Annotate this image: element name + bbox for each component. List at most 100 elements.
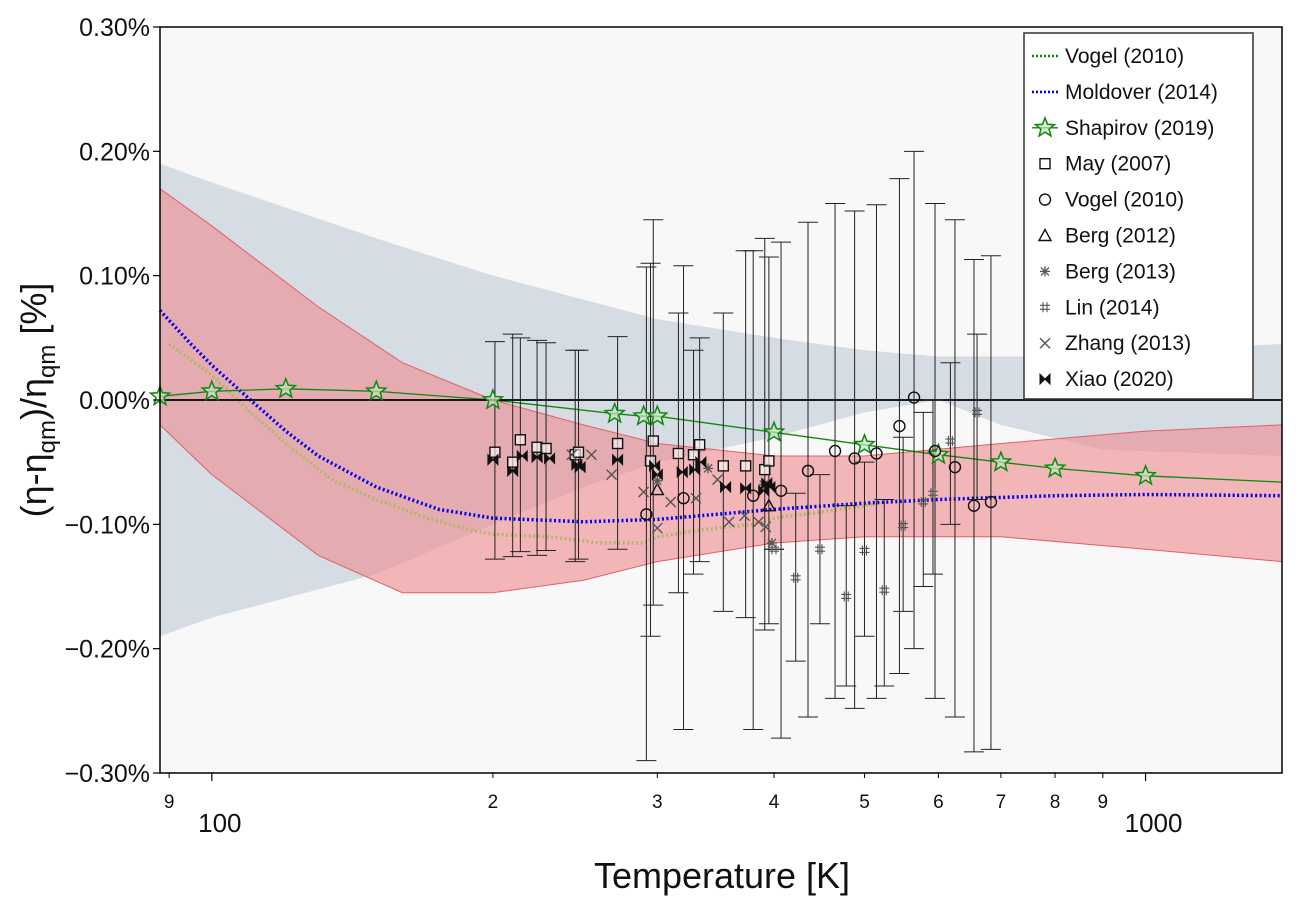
data-point-xiao-2020 [764,480,776,494]
x-marker [606,469,618,481]
y-tick-label: −0.10% [65,511,151,539]
data-point-vogel-2010 [928,444,942,458]
hash-marker [1040,302,1050,313]
axes-layer: 0.30% 0.20% 0.10% 0.00% −0.10% −0.20% −0.30% 9 2… [65,14,1183,838]
error-bar [673,265,694,730]
square-marker [687,449,700,461]
data-point-zhang-2013 [723,516,735,528]
x-minor-tick-label: 9 [164,792,175,813]
data-point-berg-2012 [650,482,665,496]
data-point-shapirov-2019 [1134,463,1158,486]
data-point-xiao-2020 [574,460,586,474]
error-bar [825,203,846,699]
x-marker [665,496,677,508]
error-bar [980,255,1001,750]
data-point-shapirov-2019 [645,404,669,426]
data-point-xiao-2020 [507,464,519,478]
square-marker [507,456,519,468]
bowtie-marker [676,465,688,479]
triangle-marker [650,482,665,496]
star-marker [364,379,388,402]
data-point-lin-2014 [814,544,825,555]
data-point-lin-2014 [790,572,801,583]
circle-marker [774,484,788,497]
data-point-zhang-2013 [739,510,751,522]
square-marker [611,437,624,450]
data-point-lin-2014 [918,496,929,507]
x-minor-tick-label: 7 [996,792,1007,813]
hash-marker [859,545,870,556]
star-marker [1134,463,1158,486]
error-bar [798,221,819,718]
error-bar [502,333,523,558]
data-point-may-2007 [739,460,752,472]
error-bar [904,150,925,650]
circle-marker [677,492,690,505]
data-point-may-2007 [514,434,527,446]
data-point-may-2007 [611,437,624,450]
square-marker [739,460,752,472]
bowtie-marker [649,459,661,473]
legend-marker-swatch [1039,337,1051,349]
data-point-vogel-2010 [893,419,906,433]
hash-marker [768,544,779,555]
y-tick-label: 0.30% [79,14,150,42]
star-marker [481,387,505,410]
data-point-xiao-2020 [651,468,663,481]
square-marker [717,460,730,472]
circle-marker [640,508,653,521]
data-point-berg-2012 [761,498,777,512]
data-point-lin-2014 [898,520,909,531]
y-axis-title: (η-ηqm)/ηqm [%] [13,283,61,518]
data-point-xiao-2020 [531,450,543,464]
legend-entry-berg-2013-6: Berg (2013) [1040,260,1176,283]
legend-label: Lin (2014) [1065,296,1160,319]
error-bar [922,399,943,575]
data-point-may-2007 [540,442,552,455]
error-bar [640,262,661,637]
legend-box [1023,32,1254,400]
data-point-may-2007 [687,449,700,461]
hash-marker [879,585,890,596]
bowtie-marker [612,453,624,466]
error-bar [866,204,887,699]
circle-marker [907,391,921,404]
legend-label: Vogel (2010) [1065,189,1184,212]
data-point-vogel-2010 [848,452,861,465]
data-point-shapirov-2019 [853,432,876,455]
error-bar [944,219,965,718]
data-point-shapirov-2019 [274,376,298,399]
legend-label: Moldover (2014) [1065,81,1218,104]
data-point-lin-2014 [945,436,956,447]
x-minor-tick-label: 9 [1098,792,1109,813]
data-point-shapirov-2019 [481,387,505,410]
asterisk-marker [766,537,777,548]
data-point-zhang-2013 [752,516,764,528]
star-marker [1033,115,1057,138]
legend-marker-swatch [1040,302,1050,313]
asterisk-marker [1040,266,1050,277]
data-point-xiao-2020 [695,455,707,469]
legend-label: May (2007) [1065,153,1171,176]
y-tick-label: −0.20% [65,636,151,664]
legend-label: Berg (2013) [1065,260,1176,283]
legend-marker-swatch [1037,228,1053,242]
data-point-xiao-2020 [487,453,499,466]
data-point-may-2007 [489,446,501,458]
data-point-vogel-2010 [967,499,981,512]
x-minor-tick-label: 3 [652,792,663,813]
legend-marker-swatch [1039,157,1051,170]
legend: Vogel (2010) Moldover (2014) Shapirov (201… [1023,32,1254,400]
data-point-zhang-2013 [651,522,663,534]
x-marker [585,449,597,461]
data-point-zhang-2013 [585,449,597,461]
data-point-xiao-2020 [516,449,528,463]
data-point-shapirov-2019 [926,442,950,465]
circle-marker [848,452,861,465]
circle-marker [928,444,942,458]
asterisk-marker [703,463,714,474]
star-marker [200,379,224,402]
legend-entry-may-2007-3: May (2007) [1039,153,1171,176]
data-point-lin-2014 [972,407,983,418]
